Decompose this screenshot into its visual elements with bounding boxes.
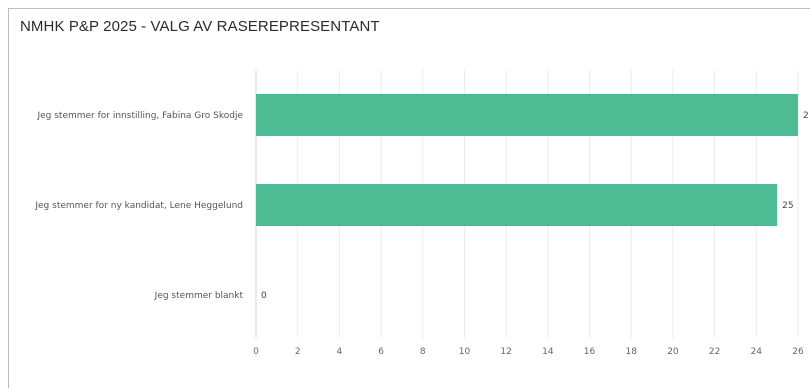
x-tick-label: 8 <box>420 347 426 357</box>
category-label: Jeg stemmer for ny kandidat, Lene Heggel… <box>34 201 243 211</box>
x-tick-label: 2 <box>295 347 301 357</box>
category-label: Jeg stemmer for innstilling, Fabina Gro … <box>36 111 243 121</box>
x-tick-label: 14 <box>542 347 554 357</box>
x-tick-label: 6 <box>378 347 384 357</box>
value-label: 25 <box>782 201 793 211</box>
value-label: 2 <box>803 111 809 121</box>
x-tick-label: 4 <box>337 347 343 357</box>
bars <box>256 94 798 226</box>
x-tick-label: 22 <box>709 347 720 357</box>
category-label: Jeg stemmer blankt <box>154 291 244 301</box>
x-tick-label: 18 <box>626 347 638 357</box>
x-tick-label: 20 <box>667 347 679 357</box>
bar <box>256 184 778 226</box>
x-tick-label: 26 <box>792 347 804 357</box>
x-tick-label: 10 <box>459 347 471 357</box>
x-tick-label: 0 <box>253 347 259 357</box>
chart-title: NMHK P&P 2025 - VALG AV RASEREPRESENTANT <box>20 18 380 35</box>
x-tick-label: 12 <box>500 347 511 357</box>
bar <box>256 94 798 136</box>
value-label: 0 <box>261 291 267 301</box>
x-tick-label: 24 <box>751 347 763 357</box>
x-tick-label: 16 <box>584 347 596 357</box>
